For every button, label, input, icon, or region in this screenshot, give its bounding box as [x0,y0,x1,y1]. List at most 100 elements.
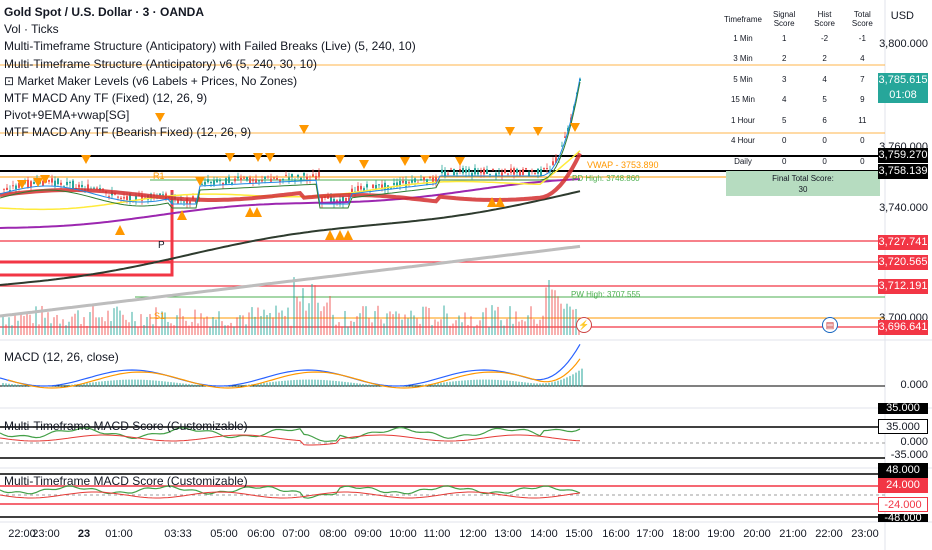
table-row: Daily 0 0 0 [724,151,882,172]
macd-histogram-bar [314,379,316,387]
symbol-title[interactable]: Gold Spot / U.S. Dollar · 3 · OANDA [4,5,205,19]
candle-body [522,169,524,175]
volume-bar [35,306,37,335]
macd-histogram-bar [137,379,139,387]
macd-histogram-bar [266,382,268,387]
candle-body [402,180,404,183]
volume-bar [65,325,67,335]
indicator-mtf-structure-v6[interactable]: Multi-Timeframe Structure (Anticipatory)… [4,56,317,71]
header-total-score: Total Score [851,10,873,28]
candle-body [420,179,422,181]
macd-histogram-bar [242,385,244,387]
current-price-label[interactable]: 3,785.615 [878,73,928,88]
volume-bar [422,306,424,335]
lightning-event-icon[interactable]: ⚡ [576,317,592,333]
candle-body [60,182,62,185]
volume-bar [251,307,253,335]
candle-body [453,169,455,176]
volume-bar [68,321,70,335]
volume-bar [44,317,46,335]
volume-bar [326,302,328,335]
table-row: 4 Hour 0 0 0 [724,131,882,152]
volume-bar [134,321,136,335]
candle-body [459,169,461,171]
cell-hist: 4 [822,74,827,84]
volume-bar [200,313,202,335]
volume-bar [464,312,466,335]
score1-pane-label[interactable]: Multi-Timeframe MACD Score (Customizable… [4,419,248,433]
indicator-mtf-structure-live[interactable]: Multi-Timeframe Structure (Anticipatory)… [4,39,416,54]
time-tick: 16:00 [602,528,630,540]
macd-histogram-bar [419,384,421,387]
indicator-mtf-macd-bearish[interactable]: MTF MACD Any TF (Bearish Fixed) (12, 26,… [4,125,252,140]
volume-bar [191,321,193,335]
macd-histogram-bar [353,382,355,387]
candle-body [345,197,347,203]
macd-histogram-bar [524,382,526,387]
candle-body [102,188,104,190]
volume-bar [410,310,412,335]
us-flag-event-icon[interactable]: ▤ [822,317,838,333]
cell-signal: 5 [781,115,787,125]
candle-body [159,193,161,196]
macd-histogram-bar [515,381,517,387]
volume-bar [521,319,523,335]
candle-body [240,177,242,181]
volume-bar [128,322,130,335]
time-tick: 21:00 [779,528,807,540]
macd-histogram-bar [521,382,523,387]
ema-green-line [0,81,581,209]
bullish-triangle-marker [335,230,345,240]
indicator-pivot-ema-vwap[interactable]: Pivot+9EMA+vwap[SG] [4,108,130,123]
candle-body [441,169,443,174]
header-hist-score: Hist Score [814,10,835,28]
pivot-s1-label: S1 [154,311,166,321]
macd-histogram-bar [317,379,319,387]
candle-body [234,178,236,182]
volume-bar [56,314,58,335]
indicator-market-maker-levels[interactable]: ⊡ Market Maker Levels (v6 Labels + Price… [4,73,298,88]
macd-histogram-bar [65,385,67,387]
volume-bar [500,320,502,335]
macd-histogram-bar [191,384,193,387]
candle-body [225,178,227,185]
volume-bar [59,323,61,335]
volume-bar [275,305,277,335]
volume-bar [131,311,133,335]
volume-bar [359,313,361,335]
volume-bar [449,325,451,335]
volume-bar [146,316,148,335]
macd-histogram-bar [149,380,151,387]
macd-histogram-bar [281,380,283,387]
macd-zero-tick: 0.000 [900,379,928,391]
score2-pane-label[interactable]: Multi-Timeframe MACD Score (Customizable… [4,474,248,488]
volume-bar [344,310,346,335]
candle-body [261,180,263,182]
volume-bar [29,314,31,335]
indicator-volume[interactable]: Vol · Ticks [4,22,59,37]
candle-body [489,173,491,175]
macd-histogram-bar [311,379,313,387]
candle-body [228,176,230,183]
candle-body [231,182,233,185]
currency-label[interactable]: USD [890,10,914,22]
macd-histogram-bar [254,383,256,387]
macd-histogram-bar [536,383,538,387]
header-timeframe: Timeframe [724,14,762,24]
macd-pane-label[interactable]: MACD (12, 26, close) [4,350,119,364]
candle-body [483,168,485,175]
indicator-mtf-macd-fixed[interactable]: MTF MACD Any TF (Fixed) (12, 26, 9) [4,91,208,106]
volume-bar [527,315,529,335]
volume-bar [458,315,460,335]
cell-total: 11 [858,115,867,125]
volume-bar [335,324,337,335]
macd-histogram-bar [461,380,463,387]
volume-bar [338,322,340,335]
chart-legend: Gold Spot / U.S. Dollar · 3 · OANDA Vol … [4,4,704,142]
cell-total: 0 [860,136,865,146]
volume-bar [26,312,28,335]
macd-histogram-bar [581,368,583,387]
candle-body [486,169,488,174]
candle-body [501,172,503,176]
